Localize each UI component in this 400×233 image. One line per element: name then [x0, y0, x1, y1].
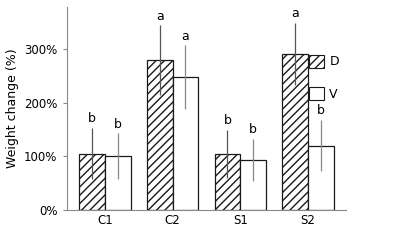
Text: a: a — [291, 7, 299, 20]
Bar — [308, 146, 334, 209]
Y-axis label: Weight change (%): Weight change (%) — [6, 48, 18, 168]
Text: b: b — [317, 104, 325, 117]
Text: b: b — [114, 118, 122, 130]
Bar — [240, 160, 266, 209]
Bar — [147, 60, 173, 209]
Legend: D, V: D, V — [308, 54, 340, 102]
Bar — [79, 154, 105, 209]
Text: b: b — [88, 112, 96, 125]
Bar — [105, 156, 131, 209]
Text: a: a — [182, 30, 189, 42]
Bar — [173, 77, 198, 209]
Bar — [282, 54, 308, 209]
Text: b: b — [249, 123, 257, 136]
Text: a: a — [156, 10, 164, 23]
Text: b: b — [224, 114, 231, 127]
Bar — [215, 154, 240, 209]
